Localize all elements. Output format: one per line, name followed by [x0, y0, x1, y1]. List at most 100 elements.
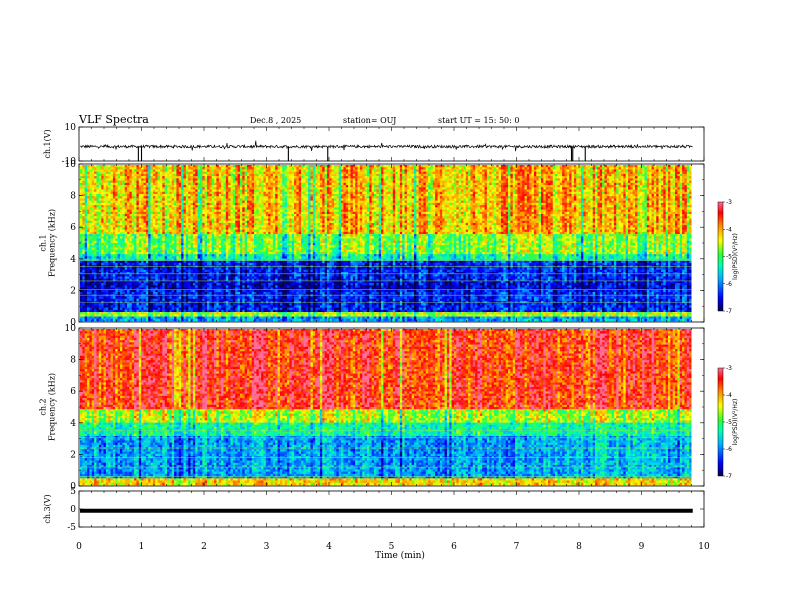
- heatmap-cell: [263, 180, 267, 184]
- heatmap-cell: [148, 165, 151, 168]
- heatmap-cell: [672, 196, 676, 199]
- heatmap-cell: [371, 169, 375, 172]
- heatmap-cell: [366, 171, 370, 175]
- heatmap-cell: [258, 193, 262, 197]
- heatmap-cell: [423, 185, 427, 188]
- heatmap-cell: [465, 200, 469, 204]
- heatmap-cell: [555, 193, 558, 197]
- heatmap-cell: [343, 189, 347, 193]
- heatmap-cell: [171, 198, 175, 201]
- heatmap-cell: [682, 167, 685, 170]
- heatmap-cell: [531, 178, 535, 181]
- heatmap-cell: [500, 185, 504, 188]
- heatmap-cell: [145, 196, 149, 199]
- heatmap-cell: [536, 178, 539, 181]
- heatmap-cell: [430, 167, 434, 170]
- heatmap-cell: [223, 167, 227, 170]
- heatmap-cell: [486, 165, 490, 168]
- heatmap-cell: [667, 196, 671, 199]
- heatmap-cell: [136, 173, 140, 177]
- heatmap-cell: [338, 173, 342, 177]
- heatmap-cell: [268, 193, 271, 197]
- heatmap-cell: [331, 198, 335, 201]
- heatmap-cell: [216, 187, 220, 190]
- heatmap-cell: [265, 178, 269, 181]
- heatmap-cell: [188, 165, 191, 168]
- heatmap-cell: [510, 202, 514, 206]
- heatmap-cell: [682, 198, 685, 201]
- heatmap-cell: [322, 200, 325, 204]
- heatmap-cell: [585, 191, 589, 195]
- heatmap-cell: [303, 167, 307, 170]
- heatmap-cell: [397, 182, 401, 186]
- heatmap-cell: [228, 165, 231, 168]
- heatmap-cell: [228, 200, 231, 204]
- heatmap-cell: [336, 180, 340, 184]
- heatmap-cell: [564, 169, 568, 172]
- heatmap-cell: [352, 165, 356, 168]
- heatmap-cell: [91, 178, 95, 181]
- heatmap-cell: [232, 165, 236, 168]
- heatmap-cell: [84, 182, 88, 186]
- heatmap-cell: [512, 178, 516, 181]
- heatmap-cell: [199, 167, 203, 170]
- heatmap-cell: [552, 182, 556, 186]
- heatmap-cell: [383, 171, 387, 175]
- heatmap-cell: [359, 185, 363, 188]
- heatmap-cell: [258, 205, 262, 208]
- heatmap-cell: [550, 169, 554, 172]
- heatmap-cell: [352, 187, 356, 190]
- heatmap-cell: [663, 171, 666, 175]
- heatmap-cell: [373, 169, 377, 172]
- heatmap-cell: [672, 202, 676, 206]
- heatmap-cell: [176, 176, 180, 179]
- heatmap-cell: [371, 202, 375, 206]
- heatmap-cell: [235, 180, 238, 184]
- heatmap-cell: [145, 198, 149, 201]
- heatmap-cell: [599, 200, 603, 204]
- heatmap-cell: [364, 205, 368, 208]
- heatmap-cell: [588, 185, 591, 188]
- heatmap-cell: [580, 180, 584, 184]
- heatmap-cell: [110, 178, 114, 181]
- heatmap-cell: [390, 171, 394, 175]
- heatmap-cell: [684, 191, 688, 195]
- heatmap-cell: [272, 167, 276, 170]
- heatmap-cell: [585, 165, 589, 168]
- heatmap-cell: [87, 185, 90, 188]
- heatmap-cell: [308, 167, 311, 170]
- heatmap-cell: [270, 191, 274, 195]
- heatmap-cell: [112, 205, 116, 208]
- heatmap-cell: [679, 187, 683, 190]
- heatmap-cell: [592, 180, 596, 184]
- heatmap-cell: [202, 185, 205, 188]
- heatmap-cell: [108, 193, 111, 197]
- heatmap-cell: [272, 187, 276, 190]
- heatmap-cell: [482, 167, 485, 170]
- heatmap-cell: [482, 202, 485, 206]
- heatmap-cell: [216, 178, 220, 181]
- heatmap-cell: [334, 198, 337, 201]
- heatmap-cell: [559, 196, 563, 199]
- heatmap-cell: [171, 189, 175, 193]
- heatmap-cell: [519, 180, 523, 184]
- heatmap-cell: [416, 187, 419, 190]
- heatmap-cell: [456, 191, 459, 195]
- heatmap-cell: [451, 191, 455, 195]
- heatmap-cell: [632, 167, 636, 170]
- heatmap-cell: [117, 176, 121, 179]
- heatmap-cell: [623, 171, 626, 175]
- heatmap-cell: [192, 165, 196, 168]
- heatmap-cell: [489, 200, 492, 204]
- heatmap-cell: [122, 178, 125, 181]
- heatmap-cell: [517, 202, 521, 206]
- heatmap-cell: [355, 205, 358, 208]
- heatmap-cell: [364, 191, 368, 195]
- heatmap-cell: [308, 189, 311, 193]
- heatmap-cell: [263, 171, 267, 175]
- heatmap-cell: [124, 176, 128, 179]
- heatmap-cell: [270, 185, 274, 188]
- heatmap-cell: [89, 198, 93, 201]
- heatmap-cell: [566, 176, 570, 179]
- heatmap-cell: [244, 191, 248, 195]
